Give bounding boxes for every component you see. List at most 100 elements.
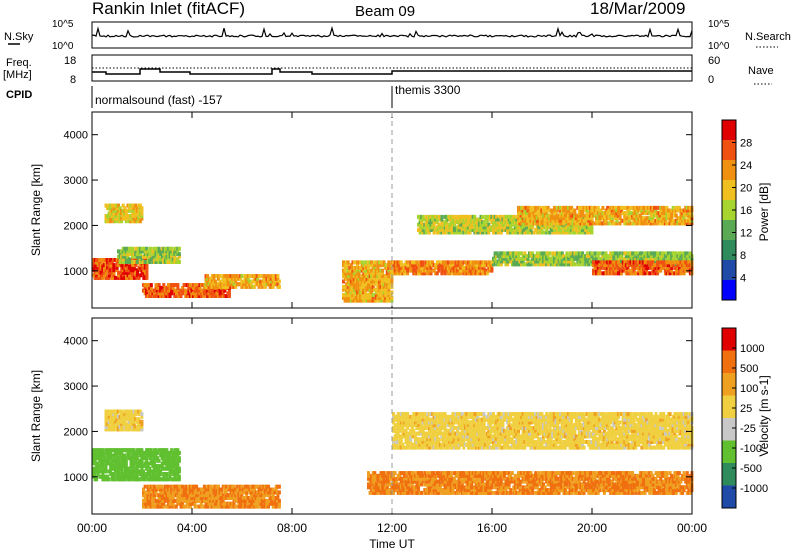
colorbar-tick-label: 24	[740, 160, 752, 172]
heatmap-cell	[451, 215, 454, 219]
heatmap-cell	[278, 280, 281, 284]
heatmap-cell	[150, 283, 153, 287]
heatmap-cell	[112, 263, 115, 267]
nsky-tick-max: 10^5	[52, 19, 74, 30]
heatmap-cell	[234, 505, 237, 509]
heatmap-cell	[394, 471, 397, 475]
heatmap-cell	[278, 285, 281, 289]
y-tick-label: 1000	[64, 266, 88, 278]
heatmap-cell	[534, 206, 537, 210]
y-tick-label: 2000	[64, 220, 88, 232]
freq-trace	[92, 69, 692, 74]
heatmap-cell	[248, 274, 251, 278]
heatmap-cell	[403, 471, 406, 475]
heatmap-cell	[178, 252, 181, 256]
heatmap-cell	[630, 206, 633, 210]
heatmap-cell	[481, 215, 484, 219]
heatmap-cell	[590, 251, 593, 255]
cpid-mode-2: themis 3300	[395, 83, 461, 97]
heatmap-cell	[278, 490, 281, 494]
heatmap-cell	[178, 247, 181, 251]
heatmap-cell	[178, 456, 181, 460]
heatmap-cell	[133, 260, 136, 264]
heatmap-cell	[601, 206, 604, 210]
heatmap-cell	[598, 251, 601, 255]
heatmap-cell	[128, 257, 131, 261]
date-title: 18/Mar/2009	[590, 0, 685, 18]
heatmap-cell	[648, 271, 651, 275]
freq-label: Freq.	[6, 57, 32, 69]
heatmap-cell	[619, 263, 622, 267]
heatmap-cell	[373, 260, 376, 264]
heatmap-cell	[101, 448, 104, 452]
freq-panel	[92, 55, 692, 81]
heatmap-cell	[347, 260, 350, 264]
heatmap-cell	[114, 276, 117, 280]
nsky-line	[92, 28, 692, 37]
heatmap-cell	[594, 251, 597, 255]
colorbar-tick-label: 28	[740, 138, 752, 150]
freq-tick-max: 18	[64, 55, 76, 67]
heatmap-cell	[656, 251, 659, 255]
nsky-tick-min: 10^0	[52, 41, 74, 52]
nsky-label: N.Sky	[4, 31, 34, 43]
nsearch-tick-max: 10^5	[708, 19, 730, 30]
nsky-panel	[92, 22, 692, 48]
colorbar-tick-label: 16	[740, 205, 752, 217]
y-tick-label: 3000	[64, 175, 88, 187]
heatmap-cell	[542, 231, 545, 235]
heatmap-cell	[130, 410, 133, 414]
heatmap-cell	[440, 215, 443, 219]
colorbar-segment	[722, 160, 736, 180]
heatmap-cell	[142, 469, 145, 473]
heatmap-cell	[672, 260, 675, 264]
heatmap-cell	[144, 485, 147, 489]
heatmap-cell	[447, 260, 450, 264]
nave-tick-max: 60	[708, 55, 720, 67]
heatmap-cell	[276, 274, 279, 278]
heatmap-cell	[400, 260, 403, 264]
heatmap-cell	[140, 412, 143, 416]
freq-unit: [MHz]	[3, 69, 32, 81]
cpid-mode-1: normalsound (fast) -157	[95, 93, 223, 107]
colorbar-tick-label: 12	[740, 228, 752, 240]
heatmap-cell	[161, 485, 164, 489]
heatmap-cell	[95, 477, 98, 481]
heatmap-cell	[655, 206, 658, 210]
heatmap-cell	[278, 499, 281, 503]
heatmap-cell	[590, 225, 593, 229]
colorbar-segment	[722, 280, 736, 300]
colorbar-segment	[722, 220, 736, 240]
heatmap-cell	[178, 475, 181, 479]
nsearch-tick-min: 10^0	[708, 41, 730, 52]
colorbar-segment	[722, 120, 736, 140]
heatmap-cell	[565, 251, 568, 255]
colorbar-tick-label: 20	[740, 183, 752, 195]
colorbar-segment	[722, 180, 736, 200]
heatmap-cell	[165, 472, 168, 476]
heatmap-cell	[573, 209, 576, 213]
heatmap-cell	[184, 289, 187, 293]
power-y-label: Slant Range [km]	[29, 164, 43, 256]
heatmap-cell	[176, 283, 179, 287]
cpid-label: CPID	[6, 89, 32, 101]
heatmap-cell	[131, 247, 134, 251]
heatmap-cell	[364, 260, 367, 264]
station-title: Rankin Inlet (fitACF)	[92, 0, 245, 18]
power-colorbar: 4 8 12 16 20 24 28	[722, 120, 752, 300]
freq-tick-min: 8	[70, 74, 76, 86]
heatmap-cell	[178, 260, 181, 264]
heatmap-cell	[259, 274, 262, 278]
colorbar-tick-label: 4	[740, 273, 746, 285]
heatmap-cell	[553, 206, 556, 210]
heatmap-cell	[455, 215, 458, 219]
beam-title: Beam 09	[355, 3, 415, 20]
heatmap-cell	[381, 269, 384, 273]
heatmap-cell	[240, 274, 243, 278]
colorbar-tick-label: 8	[740, 250, 746, 262]
nave-label: Nave	[748, 65, 774, 77]
heatmap-cell	[178, 451, 181, 455]
heatmap-cell	[467, 215, 470, 219]
